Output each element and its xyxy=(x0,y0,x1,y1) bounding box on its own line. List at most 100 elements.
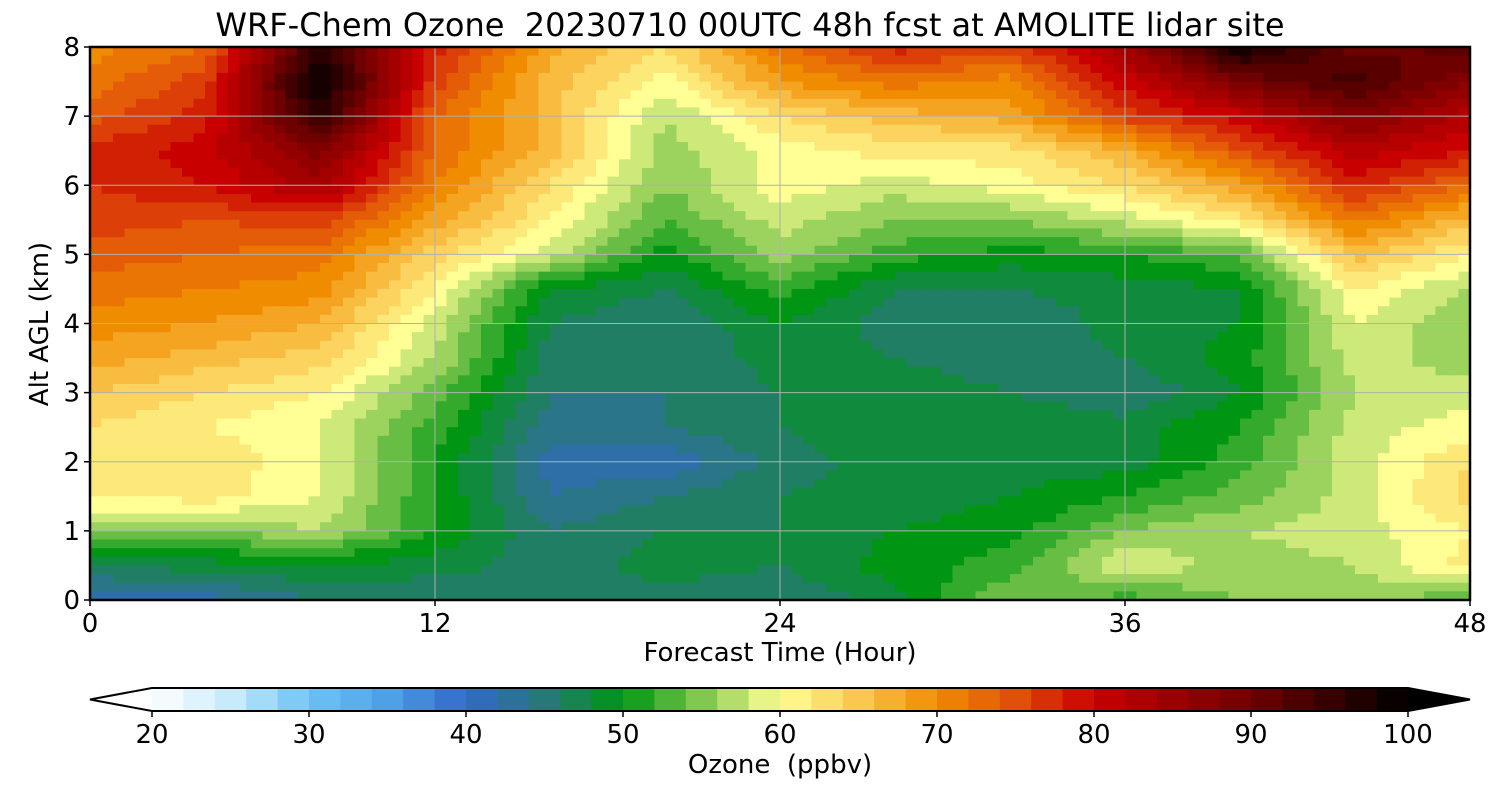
heatmap-cell xyxy=(320,306,333,316)
heatmap-cell xyxy=(883,81,896,91)
heatmap-cell xyxy=(113,202,126,212)
heatmap-cell xyxy=(354,288,367,299)
heatmap-cell xyxy=(630,375,643,385)
heatmap-cell xyxy=(1366,167,1379,178)
heatmap-cell xyxy=(872,98,885,109)
heatmap-cell xyxy=(469,366,482,376)
heatmap-cell xyxy=(699,375,712,385)
heatmap-cell xyxy=(1274,375,1287,385)
heatmap-cell xyxy=(1010,142,1023,152)
heatmap-cell xyxy=(849,72,862,83)
heatmap-cell xyxy=(1263,55,1276,65)
heatmap-cell xyxy=(113,47,126,57)
heatmap-cell xyxy=(1355,383,1368,394)
heatmap-cell xyxy=(550,228,563,238)
heatmap-cell xyxy=(734,297,747,307)
heatmap-cell xyxy=(780,219,793,230)
heatmap-cell xyxy=(216,185,229,195)
heatmap-cell xyxy=(1251,219,1264,230)
heatmap-cell xyxy=(527,375,540,385)
heatmap-cell xyxy=(941,297,954,307)
heatmap-cell xyxy=(791,159,804,169)
heatmap-cell xyxy=(251,72,264,83)
heatmap-cell xyxy=(1332,271,1345,281)
heatmap-cell xyxy=(584,124,597,135)
heatmap-cell xyxy=(1090,323,1103,333)
heatmap-cell xyxy=(1355,314,1368,325)
heatmap-cell xyxy=(136,306,149,316)
heatmap-cell xyxy=(297,297,310,307)
heatmap-cell xyxy=(1033,55,1046,65)
heatmap-cell xyxy=(1067,358,1080,368)
heatmap-cell xyxy=(1021,55,1034,65)
heatmap-cell xyxy=(1136,219,1149,230)
heatmap-cell xyxy=(262,211,275,221)
heatmap-cell xyxy=(573,150,586,160)
heatmap-cell xyxy=(1033,392,1046,402)
heatmap-cell xyxy=(389,271,402,281)
heatmap-cell xyxy=(113,271,126,281)
heatmap-cell xyxy=(975,237,988,247)
heatmap-cell xyxy=(423,47,436,57)
heatmap-cell xyxy=(987,271,1000,281)
heatmap-cell xyxy=(136,142,149,152)
heatmap-cell xyxy=(90,237,103,247)
heatmap-cell xyxy=(1194,55,1207,65)
heatmap-cell xyxy=(826,81,839,91)
heatmap-cell xyxy=(688,254,701,264)
heatmap-cell xyxy=(837,167,850,178)
heatmap-cell xyxy=(826,64,839,74)
heatmap-cell xyxy=(561,314,574,325)
heatmap-cell xyxy=(745,150,758,160)
heatmap-cell xyxy=(757,263,770,273)
heatmap-cell xyxy=(1113,306,1126,316)
heatmap-cell xyxy=(757,358,770,368)
heatmap-cell xyxy=(1113,237,1126,247)
heatmap-cell xyxy=(929,159,942,169)
heatmap-cell xyxy=(216,107,229,117)
heatmap-cell xyxy=(1125,332,1138,342)
heatmap-cell xyxy=(1044,383,1057,394)
heatmap-cell xyxy=(1205,176,1218,186)
heatmap-cell xyxy=(1274,219,1287,230)
heatmap-cell xyxy=(630,323,643,333)
heatmap-cell xyxy=(435,228,448,238)
heatmap-cell xyxy=(630,271,643,281)
heatmap-cell xyxy=(1332,306,1345,316)
heatmap-cell xyxy=(1044,185,1057,195)
heatmap-cell xyxy=(1056,280,1069,290)
heatmap-cell xyxy=(446,81,459,91)
heatmap-cell xyxy=(826,383,839,394)
heatmap-cell xyxy=(205,383,218,394)
heatmap-cell xyxy=(1389,366,1402,376)
heatmap-cell xyxy=(653,142,666,152)
heatmap-cell xyxy=(941,167,954,178)
heatmap-cell xyxy=(412,124,425,135)
heatmap-cell xyxy=(1194,124,1207,135)
heatmap-cell xyxy=(412,176,425,186)
heatmap-cell xyxy=(929,64,942,74)
heatmap-cell xyxy=(584,375,597,385)
heatmap-cell xyxy=(412,323,425,333)
heatmap-cell xyxy=(1366,185,1379,195)
heatmap-cell xyxy=(814,375,827,385)
heatmap-cell xyxy=(1286,202,1299,212)
heatmap-cell xyxy=(1056,237,1069,247)
heatmap-cell xyxy=(803,297,816,307)
heatmap-cell xyxy=(1010,288,1023,299)
heatmap-cell xyxy=(1263,64,1276,74)
heatmap-cell xyxy=(987,228,1000,238)
heatmap-cell xyxy=(906,358,919,368)
heatmap-cell xyxy=(1424,306,1437,316)
heatmap-cell xyxy=(1309,202,1322,212)
heatmap-cell xyxy=(1389,202,1402,212)
heatmap-cell xyxy=(1090,176,1103,186)
heatmap-cell xyxy=(1194,332,1207,342)
heatmap-cell xyxy=(1194,219,1207,230)
heatmap-cell xyxy=(1079,358,1092,368)
heatmap-cell xyxy=(331,124,344,135)
heatmap-cell xyxy=(849,392,862,402)
heatmap-cell xyxy=(1021,245,1034,255)
heatmap-cell xyxy=(814,366,827,376)
heatmap-cell xyxy=(1102,366,1115,376)
